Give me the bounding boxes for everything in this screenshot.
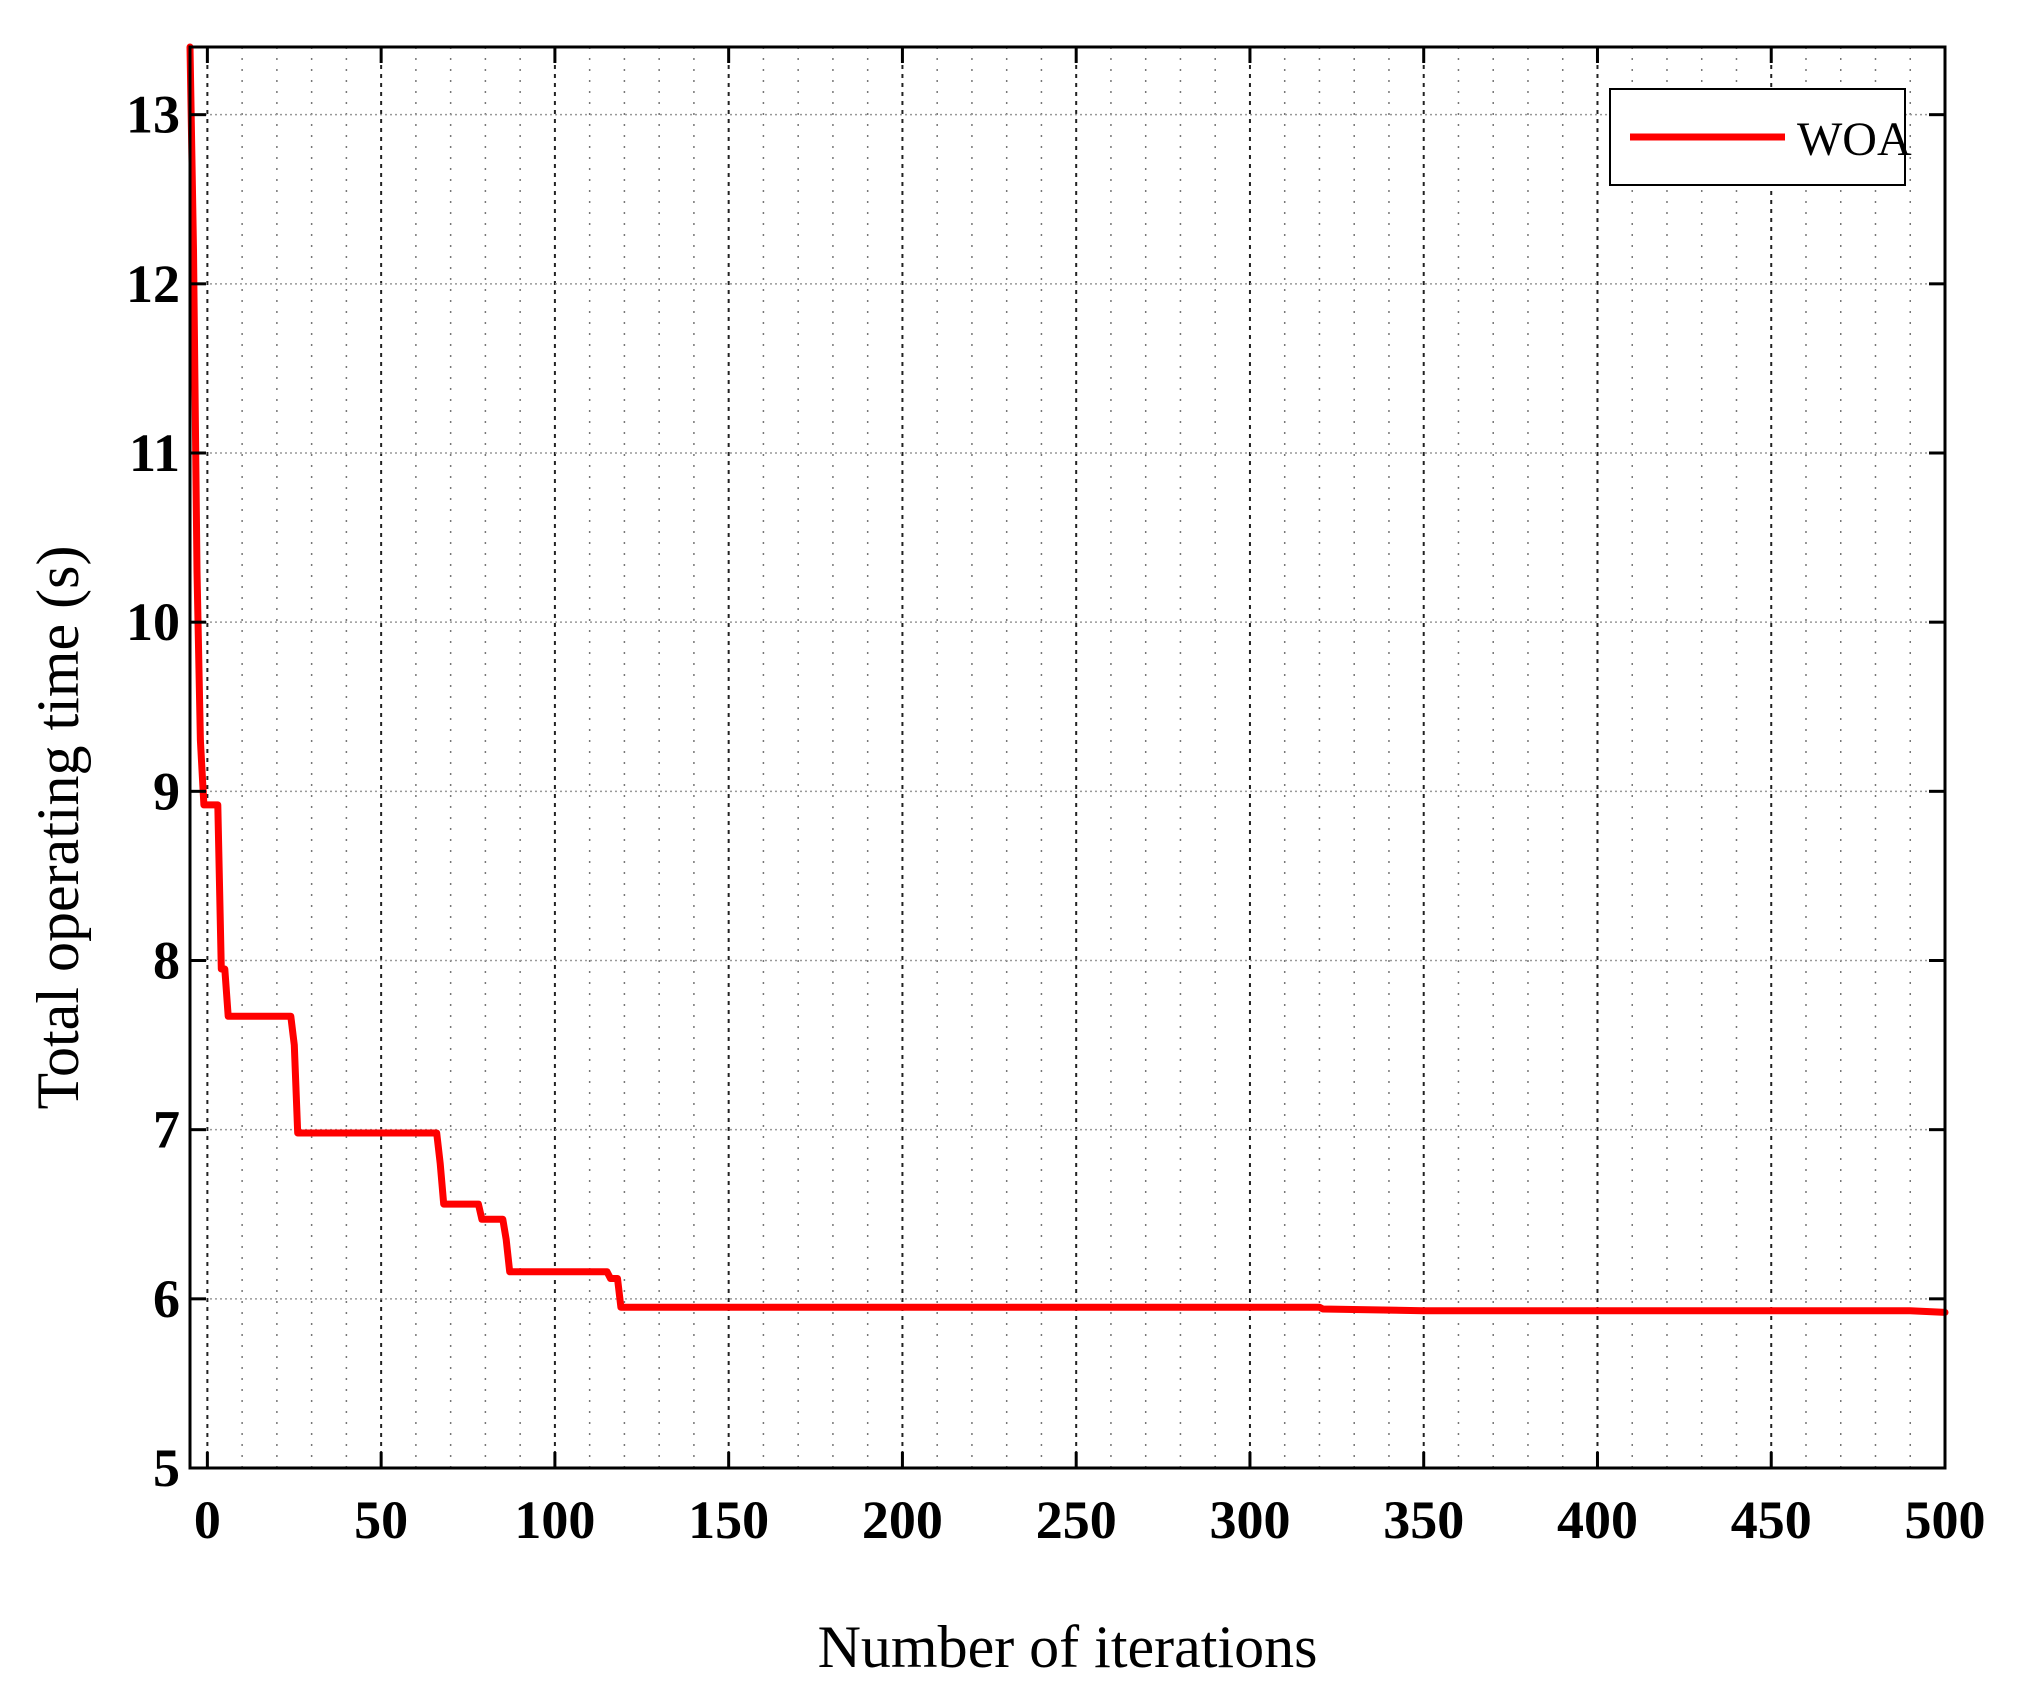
tick-layer: 0 50 100 150 200 250 300 350 400 450 500 5 6 7 8 9 10 11 1… xyxy=(126,47,1986,1550)
x-tick-label: 200 xyxy=(862,1490,943,1550)
y-tick-label: 7 xyxy=(153,1100,180,1160)
plot-area-frame xyxy=(188,45,1947,1470)
y-tick-label: 5 xyxy=(153,1438,180,1498)
series-line-woa xyxy=(186,43,1949,1316)
grid-layer xyxy=(190,47,1945,1468)
y-tick-label: 10 xyxy=(126,592,180,652)
x-tick-label: 350 xyxy=(1383,1490,1464,1550)
x-tick-label: 400 xyxy=(1557,1490,1638,1550)
y-tick-label: 6 xyxy=(153,1269,180,1329)
x-tick-label: 300 xyxy=(1209,1490,1290,1550)
y-tick-label: 13 xyxy=(126,85,180,145)
y-tick-label: 9 xyxy=(153,761,180,821)
x-tick-label: 100 xyxy=(514,1490,595,1550)
y-axis-title: Total operating time (s) xyxy=(25,546,91,1110)
x-tick-label: 150 xyxy=(688,1490,769,1550)
x-tick-label: 50 xyxy=(354,1490,408,1550)
y-tick-label: 8 xyxy=(153,931,180,991)
x-tick-label: 0 xyxy=(194,1490,221,1550)
legend: WOA xyxy=(1609,88,1912,186)
x-tick-label: 450 xyxy=(1731,1490,1812,1550)
x-axis-title: Number of iterations xyxy=(818,1614,1318,1680)
y-tick-label: 12 xyxy=(126,254,180,314)
x-tick-label: 500 xyxy=(1905,1490,1986,1550)
legend-label-woa: WOA xyxy=(1797,113,1912,166)
series-layer xyxy=(186,43,1949,1316)
x-tick-label: 250 xyxy=(1036,1490,1117,1550)
y-tick-label: 11 xyxy=(129,423,180,483)
